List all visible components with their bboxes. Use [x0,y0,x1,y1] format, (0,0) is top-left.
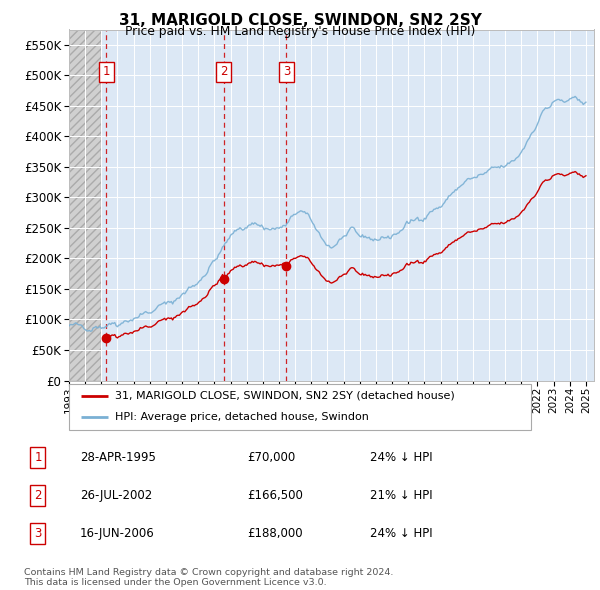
Text: 2: 2 [220,65,227,78]
Text: 28-APR-1995: 28-APR-1995 [80,451,155,464]
Text: 31, MARIGOLD CLOSE, SWINDON, SN2 2SY (detached house): 31, MARIGOLD CLOSE, SWINDON, SN2 2SY (de… [115,391,455,401]
Bar [69,30,101,381]
FancyBboxPatch shape [69,384,531,430]
Text: 2: 2 [34,489,42,502]
Text: 26-JUL-2002: 26-JUL-2002 [80,489,152,502]
Text: 1: 1 [103,65,110,78]
Text: 3: 3 [34,527,41,540]
Text: £188,000: £188,000 [247,527,303,540]
Text: 21% ↓ HPI: 21% ↓ HPI [370,489,433,502]
Text: £70,000: £70,000 [247,451,295,464]
Text: 16-JUN-2006: 16-JUN-2006 [80,527,155,540]
Text: 24% ↓ HPI: 24% ↓ HPI [370,527,433,540]
Text: 1: 1 [34,451,42,464]
Text: Contains HM Land Registry data © Crown copyright and database right 2024.
This d: Contains HM Land Registry data © Crown c… [24,568,394,587]
Text: Price paid vs. HM Land Registry's House Price Index (HPI): Price paid vs. HM Land Registry's House … [125,25,475,38]
Text: 3: 3 [283,65,290,78]
Text: £166,500: £166,500 [247,489,303,502]
Text: 31, MARIGOLD CLOSE, SWINDON, SN2 2SY: 31, MARIGOLD CLOSE, SWINDON, SN2 2SY [119,13,481,28]
Text: HPI: Average price, detached house, Swindon: HPI: Average price, detached house, Swin… [115,412,369,422]
Text: 24% ↓ HPI: 24% ↓ HPI [370,451,433,464]
